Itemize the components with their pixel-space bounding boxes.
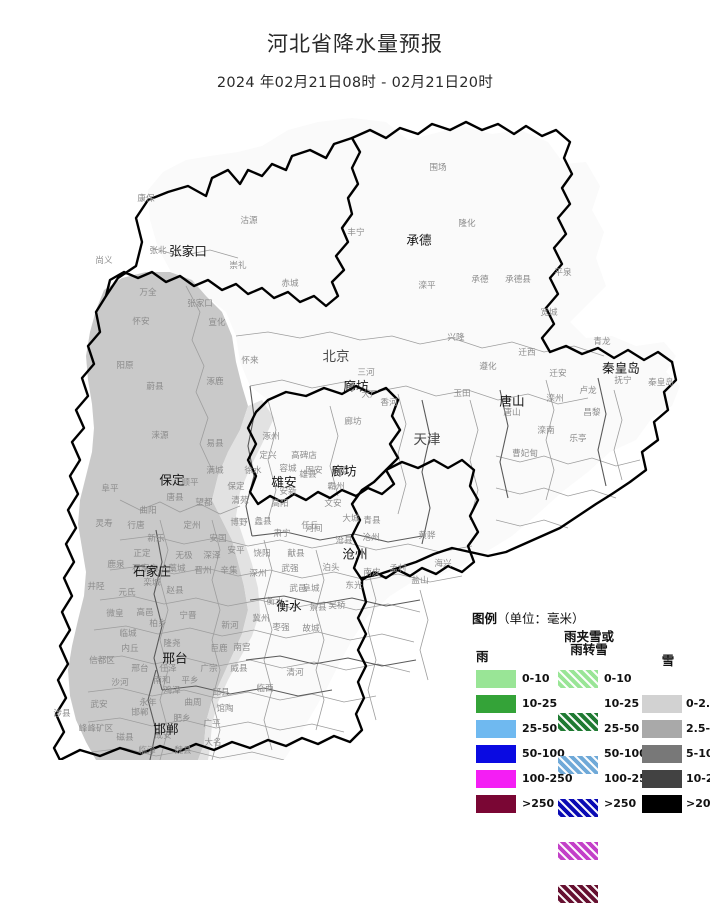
legend-label-rain_items-4: 100-250 (522, 772, 573, 785)
legend-col-mixed-line1: 雨夹雪或 (563, 629, 614, 644)
map-vector (52, 118, 680, 760)
county-boundaries (87, 247, 641, 760)
legend-label-mixed_items-2: 25-50 (604, 722, 640, 735)
legend-swatch-mixed_items-5 (558, 885, 598, 903)
legend-label-rain_items-5: >250 (522, 797, 555, 810)
legend-col-mixed-header: 雨夹雪或 雨转雪 (530, 630, 648, 656)
page-header: 河北省降水量预报 2024 年02月21日08时 - 02月21日20时 (0, 0, 710, 92)
legend-swatch-snow_items-0 (642, 695, 682, 713)
legend-swatch-mixed_items-1 (558, 713, 598, 731)
legend-swatch-mixed_items-0 (558, 670, 598, 688)
legend-label-snow_items-0: 0-2.5 (686, 697, 710, 710)
legend-swatch-snow_items-3 (642, 770, 682, 788)
legend-swatch-mixed_items-2 (558, 756, 598, 774)
forecast-period: 2024 年02月21日08时 - 02月21日20时 (216, 75, 494, 91)
legend-label-mixed_items-0: 0-10 (604, 672, 632, 685)
border-north (104, 136, 362, 308)
legend-label-snow_items-2: 5-10 (686, 747, 710, 760)
legend-col-snow-header: 雪 (661, 653, 675, 668)
border-beijing (246, 384, 402, 506)
border-west (52, 294, 108, 760)
snow-area-west (68, 272, 248, 760)
province-borders (52, 120, 678, 760)
border-northeast (350, 120, 674, 364)
border-coast (360, 360, 678, 580)
legend-col-mixed-line2: 雨转雪 (570, 642, 608, 657)
legend-title: 图例（单位：毫米） (472, 608, 585, 627)
snow-area-edge-feather (198, 400, 274, 760)
border-tianjin (350, 458, 480, 582)
legend-title-main: 图例 (472, 611, 498, 626)
legend-title-unit: （单位：毫米） (497, 611, 585, 626)
legend-swatch-mixed_items-3 (558, 799, 598, 817)
legend-swatch-rain_items-0 (476, 670, 516, 688)
legend-swatch-snow_items-2 (642, 745, 682, 763)
legend-label-mixed_items-5: >250 (604, 797, 637, 810)
legend-label-snow_items-1: 2.5-5 (686, 722, 710, 735)
legend-label-rain_items-2: 25-50 (522, 722, 558, 735)
legend-swatch-rain_items-4 (476, 770, 516, 788)
legend-label-rain_items-0: 0-10 (522, 672, 550, 685)
legend-swatch-mixed_items-4 (558, 842, 598, 860)
legend-col-rain-header: 雨 (476, 649, 489, 664)
hebei-precipitation-map[interactable]: 康保 沽源 尚义 张北 崇礼 赤城 万全 张家口 怀安 宣化 怀来 阳原 涿鹿 蔚县 围场 隆化 丰宁 承德 承德县… (0, 100, 710, 760)
legend-label-rain_items-3: 50-100 (522, 747, 565, 760)
prefecture-boundaries (147, 377, 607, 760)
legend-label-snow_items-4: >20 (686, 797, 710, 810)
snow-shaded-region (68, 272, 274, 760)
legend-label-rain_items-1: 10-25 (522, 697, 558, 710)
legend-swatch-snow_items-4 (642, 795, 682, 813)
legend-label-mixed_items-3: 50-100 (604, 747, 647, 760)
legend-swatch-snow_items-1 (642, 720, 682, 738)
legend-panel: 图例（单位：毫米） 雨 雨夹雪或 雨转雪 雪 0-10 10-25 25-50 50-… (470, 608, 710, 903)
legend-label-mixed_items-4: 100-250 (604, 772, 655, 785)
legend-swatch-rain_items-3 (476, 745, 516, 763)
border-south (58, 576, 368, 760)
legend-label-mixed_items-1: 10-25 (604, 697, 640, 710)
legend-swatch-rain_items-5 (476, 795, 516, 813)
legend-label-snow_items-3: 10-20 (686, 772, 710, 785)
page-title: 河北省降水量预报 (267, 32, 443, 56)
legend-swatch-rain_items-2 (476, 720, 516, 738)
legend-swatch-rain_items-1 (476, 695, 516, 713)
